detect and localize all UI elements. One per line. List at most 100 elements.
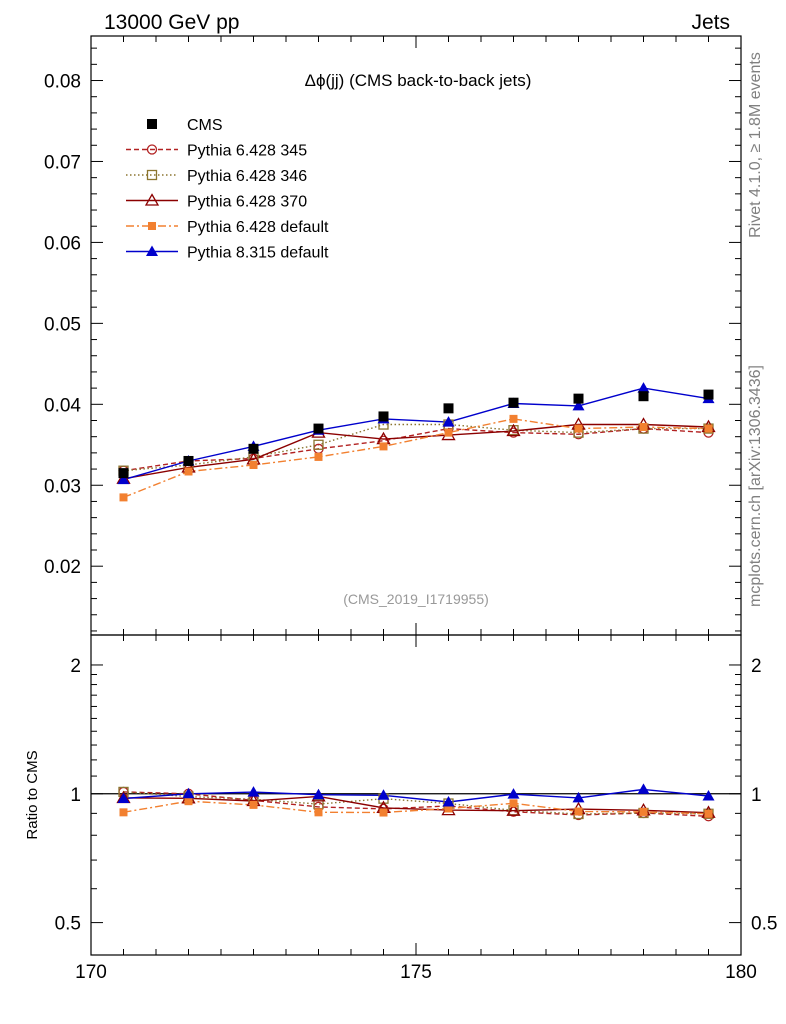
legend-label: Pythia 8.315 default — [187, 245, 329, 262]
y-tick-label: 0.02 — [44, 557, 81, 578]
data-point — [443, 403, 454, 414]
y-tick-label: 0.06 — [44, 233, 81, 254]
y-tick-label: 0.07 — [44, 152, 81, 173]
ratio-point — [637, 783, 650, 794]
data-point — [508, 397, 519, 408]
ratio-point — [377, 789, 390, 800]
legend-label: Pythia 6.428 345 — [187, 143, 307, 160]
y-tick-label: 0.05 — [44, 314, 81, 335]
ratio-series-line — [123, 788, 709, 803]
rivet-version-label: Rivet 4.1.0, ≥ 1.8M events — [747, 52, 764, 238]
series-line — [123, 427, 709, 472]
legend: CMS Pythia 6.428 345 Pythia 6.428 346 Pythi… — [126, 117, 329, 262]
legend-label: Pythia 6.428 default — [187, 219, 329, 236]
ratio-point — [182, 787, 195, 799]
series-point — [444, 428, 453, 437]
y-tick-label: 0.04 — [44, 395, 81, 416]
ratio-point — [442, 795, 455, 807]
data-point — [118, 468, 129, 479]
series-point — [442, 416, 455, 427]
series-point — [509, 414, 518, 423]
series-line — [123, 387, 709, 481]
legend-marker — [146, 245, 158, 256]
legend-entry: Pythia 6.428 345 — [126, 143, 307, 160]
ratio-point — [184, 797, 193, 806]
legend-label: Pythia 6.428 370 — [187, 194, 307, 211]
legend-entry: CMS — [147, 117, 223, 134]
ratio-point — [119, 808, 128, 817]
series-point — [249, 461, 258, 470]
data-point — [248, 443, 259, 454]
ratio-point — [379, 808, 388, 817]
ratio-point — [572, 791, 585, 803]
x-tick-label: 175 — [400, 962, 432, 983]
data-point — [313, 423, 324, 434]
legend-entry: Pythia 8.315 default — [126, 245, 329, 262]
ratio-y-tick-label: 0.5 — [55, 914, 81, 935]
legend-entry: Pythia 6.428 370 — [126, 193, 307, 211]
ratio-point — [507, 788, 520, 799]
ratio-point — [314, 808, 323, 817]
series-point — [314, 452, 323, 461]
ratio-series-line — [123, 800, 709, 815]
series-point — [574, 424, 583, 433]
analysis-watermark: (CMS_2019_I1719955) — [343, 591, 489, 607]
series-line — [123, 418, 709, 499]
ratio-point — [574, 807, 583, 816]
series-point — [637, 382, 650, 393]
legend-marker — [147, 119, 157, 129]
ratio-y-tick-label: 2 — [70, 656, 81, 677]
legend-marker — [148, 222, 156, 230]
series-point — [506, 423, 521, 437]
ratio-y-axis-label: Ratio to CMS — [24, 750, 41, 839]
ratio-point — [702, 790, 715, 801]
data-point — [183, 455, 194, 466]
ratio-point — [639, 807, 648, 816]
legend-marker — [146, 144, 158, 155]
header-right-label: Jets — [691, 11, 730, 34]
series-line — [123, 423, 709, 472]
ratio-point — [117, 792, 130, 803]
y-tick-label: 0.08 — [44, 72, 81, 93]
x-tick-label: 170 — [75, 962, 107, 983]
y-tick-label: 0.03 — [44, 476, 81, 497]
legend-marker — [146, 169, 158, 181]
data-point — [703, 389, 714, 400]
ratio-y-tick-label-right: 1 — [751, 785, 762, 806]
ratio-point — [509, 799, 518, 808]
series-point — [184, 467, 193, 476]
plot-title: Δϕ(jj) (CMS back-to-back jets) — [305, 71, 532, 90]
legend-label: CMS — [187, 117, 223, 134]
ratio-plot: 0.5 0.5 1 1 2 2 170 175 180 — [55, 634, 777, 983]
mcplots-label: mcplots.cern.ch [arXiv:1306.3436] — [747, 365, 764, 607]
series-point — [572, 399, 585, 411]
ratio-point — [247, 786, 260, 797]
ratio-series-line — [123, 791, 709, 817]
series-point — [313, 439, 324, 450]
ratio-series-line — [123, 795, 709, 814]
series-point — [639, 422, 648, 431]
series-point — [117, 473, 130, 485]
series-point — [379, 442, 388, 451]
ratio-point — [444, 804, 453, 813]
series-point — [704, 424, 713, 433]
ratio-y-tick-label-right: 0.5 — [751, 914, 777, 935]
ratio-point — [506, 803, 521, 816]
series-line — [123, 423, 709, 480]
main-plot: 0.02 0.03 0.04 0.05 0.06 0.07 0.08 — [44, 35, 742, 636]
data-point — [638, 391, 649, 402]
ratio-y-tick-label: 1 — [70, 785, 81, 806]
legend-marker — [144, 193, 160, 206]
data-point — [573, 393, 584, 404]
data-point — [378, 411, 389, 422]
x-tick-label: 180 — [725, 962, 757, 983]
series-point — [119, 493, 128, 502]
ratio-point — [312, 788, 325, 800]
ratio-y-tick-label-right: 2 — [751, 656, 762, 677]
ratio-point — [249, 800, 258, 809]
ratio-series-line — [123, 791, 709, 815]
header-left-label: 13000 GeV pp — [104, 11, 239, 34]
legend-entry: Pythia 6.428 346 — [126, 168, 307, 185]
legend-entry: Pythia 6.428 default — [126, 219, 329, 236]
